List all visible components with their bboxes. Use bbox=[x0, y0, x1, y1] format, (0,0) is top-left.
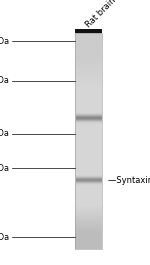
Text: 75kDa: 75kDa bbox=[0, 37, 9, 46]
Text: Rat brain: Rat brain bbox=[84, 0, 117, 29]
Bar bbox=[75, 29, 102, 33]
Text: 35kDa: 35kDa bbox=[0, 164, 9, 173]
Text: 40kDa: 40kDa bbox=[0, 129, 9, 138]
Text: —Syntaxin 4: —Syntaxin 4 bbox=[108, 176, 150, 185]
Bar bbox=[75, 33, 102, 249]
Text: 60kDa: 60kDa bbox=[0, 76, 9, 85]
Text: 25kDa: 25kDa bbox=[0, 233, 9, 242]
